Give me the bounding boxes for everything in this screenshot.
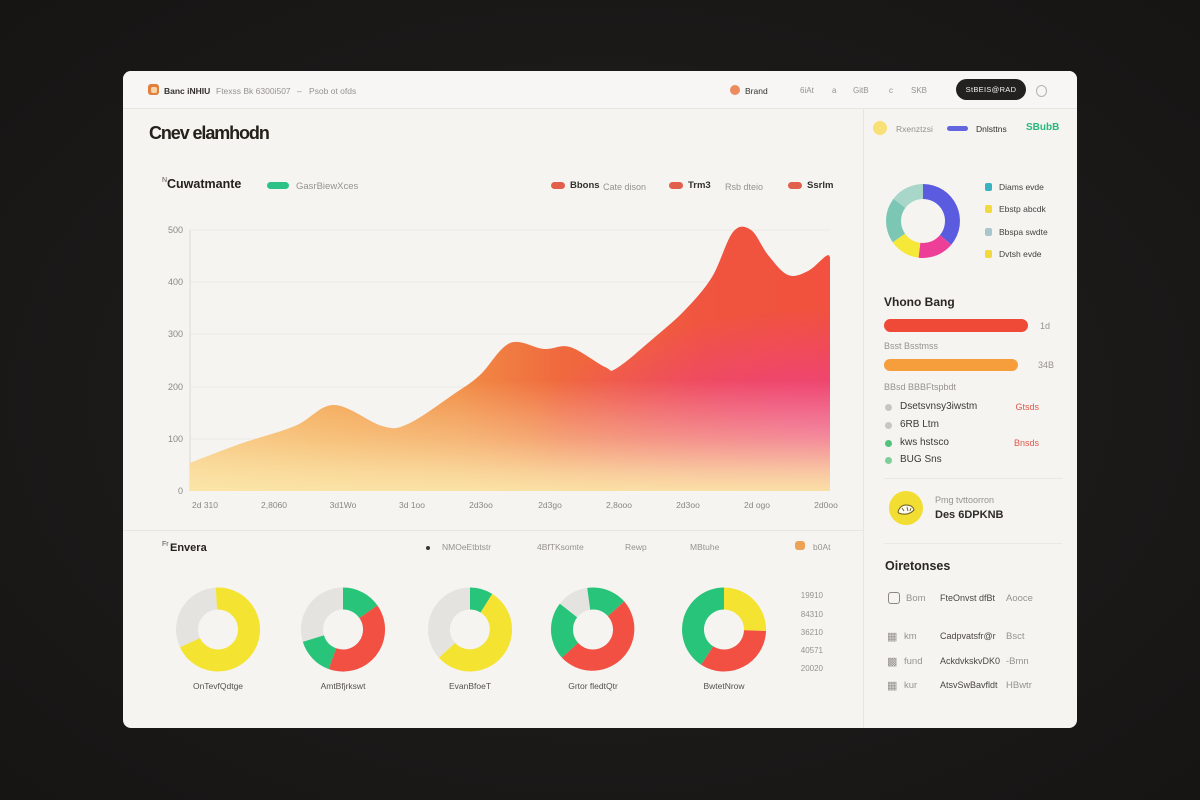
svg-text:3d1Wo: 3d1Wo [330, 500, 357, 510]
svg-text:300: 300 [168, 329, 183, 339]
svg-text:2d0oo: 2d0oo [814, 500, 838, 510]
svg-text:2,8060: 2,8060 [261, 500, 287, 510]
svg-text:3d 1oo: 3d 1oo [399, 500, 425, 510]
svg-text:2d3oo: 2d3oo [469, 500, 493, 510]
svg-text:2d3oo: 2d3oo [676, 500, 700, 510]
svg-text:2,8ooo: 2,8ooo [606, 500, 632, 510]
svg-text:2d 310: 2d 310 [192, 500, 218, 510]
svg-text:200: 200 [168, 382, 183, 392]
svg-text:0: 0 [178, 486, 183, 496]
svg-text:2d3go: 2d3go [538, 500, 562, 510]
svg-text:400: 400 [168, 277, 183, 287]
svg-text:100: 100 [168, 434, 183, 444]
svg-text:2d ogo: 2d ogo [744, 500, 770, 510]
svg-text:500: 500 [168, 225, 183, 235]
